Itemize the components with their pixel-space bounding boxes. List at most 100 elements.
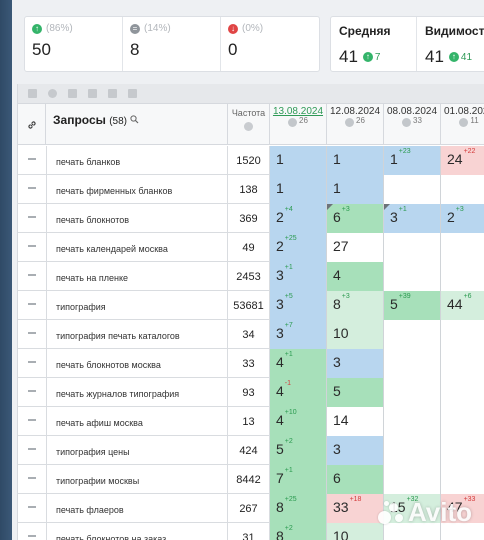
table-row[interactable]: типография 53681 3+5 8+3 5+39 44+6 [18, 291, 484, 320]
position-cell[interactable]: 1 [270, 175, 327, 204]
folder-icon[interactable] [128, 89, 137, 98]
position-cell[interactable]: 1 [327, 175, 384, 204]
minus-icon[interactable] [28, 274, 36, 276]
minus-icon[interactable] [28, 216, 36, 218]
position-cell[interactable] [384, 465, 441, 494]
position-cell[interactable]: 3 [327, 349, 384, 378]
minus-icon[interactable] [28, 390, 36, 392]
position-cell[interactable] [384, 233, 441, 262]
position-cell[interactable]: 4+1 [270, 349, 327, 378]
position-cell[interactable]: 3+5 [270, 291, 327, 320]
position-cell[interactable] [441, 436, 484, 465]
position-cell[interactable]: 15+32 [384, 494, 441, 523]
position-cell[interactable] [384, 523, 441, 540]
link-icon[interactable] [68, 89, 77, 98]
sort-icon[interactable] [28, 89, 37, 98]
minus-icon[interactable] [28, 303, 36, 305]
position-cell[interactable] [441, 233, 484, 262]
date-column-header[interactable]: 13.08.2024 26 [270, 104, 327, 145]
position-cell[interactable]: 1+23 [384, 146, 441, 175]
table-row[interactable]: печать бланков 1520 1 1 1+23 24+22 [18, 146, 484, 175]
position-cell[interactable]: 1 [270, 146, 327, 175]
minus-icon[interactable] [28, 332, 36, 334]
position-cell[interactable]: 44+6 [441, 291, 484, 320]
table-row[interactable]: печать блокнотов 369 2+4 6+3 3+1 2+3 [18, 204, 484, 233]
frequency-column-header[interactable]: Частота [228, 104, 270, 145]
position-cell[interactable]: 6 [327, 465, 384, 494]
position-cell[interactable]: 47+33 [441, 494, 484, 523]
position-cell[interactable] [384, 262, 441, 291]
position-cell[interactable] [441, 465, 484, 494]
position-cell[interactable] [384, 175, 441, 204]
date-column-header[interactable]: 08.08.2024 33 [384, 104, 441, 145]
position-cell[interactable]: 7+1 [270, 465, 327, 494]
position-cell[interactable] [384, 349, 441, 378]
position-cell[interactable]: 8+2 [270, 523, 327, 540]
position-cell[interactable]: 10 [327, 523, 384, 540]
position-cell[interactable] [441, 349, 484, 378]
table-row[interactable]: печать календарей москва 49 2+25 27 [18, 233, 484, 262]
table-row[interactable]: типография печать каталогов 34 3+7 10 [18, 320, 484, 349]
position-cell[interactable] [441, 320, 484, 349]
minus-icon[interactable] [28, 506, 36, 508]
minus-icon[interactable] [28, 158, 36, 160]
minus-icon[interactable] [28, 535, 36, 537]
table-row[interactable]: печать блокнотов москва 33 4+1 3 [18, 349, 484, 378]
position-cell[interactable]: 5 [327, 378, 384, 407]
position-cell[interactable]: 4-1 [270, 378, 327, 407]
position-cell[interactable] [441, 262, 484, 291]
position-cell[interactable]: 2+4 [270, 204, 327, 233]
position-cell[interactable]: 2+25 [270, 233, 327, 262]
position-cell[interactable] [384, 320, 441, 349]
table-row[interactable]: типография цены 424 5+2 3 [18, 436, 484, 465]
position-cell[interactable]: 8+25 [270, 494, 327, 523]
search-icon[interactable] [130, 115, 139, 124]
position-cell[interactable]: 4 [327, 262, 384, 291]
contrast-icon[interactable] [108, 89, 117, 98]
position-cell[interactable] [441, 407, 484, 436]
position-cell[interactable]: 10 [327, 320, 384, 349]
position-cell[interactable] [384, 378, 441, 407]
minus-icon[interactable] [28, 187, 36, 189]
position-cell[interactable]: 6+3 [327, 204, 384, 233]
date-column-header[interactable]: 01.08.2024 11 [441, 104, 484, 145]
position-cell[interactable]: 33+18 [327, 494, 384, 523]
minus-icon[interactable] [28, 245, 36, 247]
position-cell[interactable] [441, 523, 484, 540]
minus-icon[interactable] [28, 361, 36, 363]
minus-icon[interactable] [28, 448, 36, 450]
table-row[interactable]: печать журналов типография 93 4-1 5 [18, 378, 484, 407]
position-cell[interactable]: 5+2 [270, 436, 327, 465]
table-row[interactable]: печать на пленке 2453 3+1 4 [18, 262, 484, 291]
toggle-icon[interactable] [48, 89, 57, 98]
position-cell[interactable]: 2+3 [441, 204, 484, 233]
query-column-header[interactable]: Запросы (58) [46, 104, 228, 145]
table-row[interactable]: печать блокнотов на заказ 31 8+2 10 [18, 523, 484, 540]
table-row[interactable]: печать афиш москва 13 4+10 14 [18, 407, 484, 436]
position-cell[interactable]: 24+22 [441, 146, 484, 175]
minus-icon[interactable] [28, 477, 36, 479]
position-cell[interactable]: 27 [327, 233, 384, 262]
position-cell[interactable] [441, 175, 484, 204]
stat-down[interactable]: ↓ (0%) 0 [221, 17, 319, 71]
date-column-header[interactable]: 12.08.2024 26 [327, 104, 384, 145]
position-cell[interactable] [384, 436, 441, 465]
table-row[interactable]: печать фирменных бланков 138 1 1 [18, 175, 484, 204]
minus-icon[interactable] [28, 419, 36, 421]
position-cell[interactable]: 3+1 [270, 262, 327, 291]
position-cell[interactable]: 14 [327, 407, 384, 436]
position-cell[interactable]: 3 [327, 436, 384, 465]
position-cell[interactable]: 3+7 [270, 320, 327, 349]
position-cell[interactable] [384, 407, 441, 436]
position-cell[interactable]: 1 [327, 146, 384, 175]
stat-up[interactable]: ↑ (86%) 50 [25, 17, 123, 71]
position-cell[interactable]: 3+1 [384, 204, 441, 233]
table-row[interactable]: типографии москвы 8442 7+1 6 [18, 465, 484, 494]
position-cell[interactable]: 8+3 [327, 291, 384, 320]
export-icon[interactable] [88, 89, 97, 98]
position-cell[interactable]: 5+39 [384, 291, 441, 320]
stat-equal[interactable]: = (14%) 8 [123, 17, 221, 71]
position-cell[interactable]: 4+10 [270, 407, 327, 436]
position-cell[interactable] [441, 378, 484, 407]
